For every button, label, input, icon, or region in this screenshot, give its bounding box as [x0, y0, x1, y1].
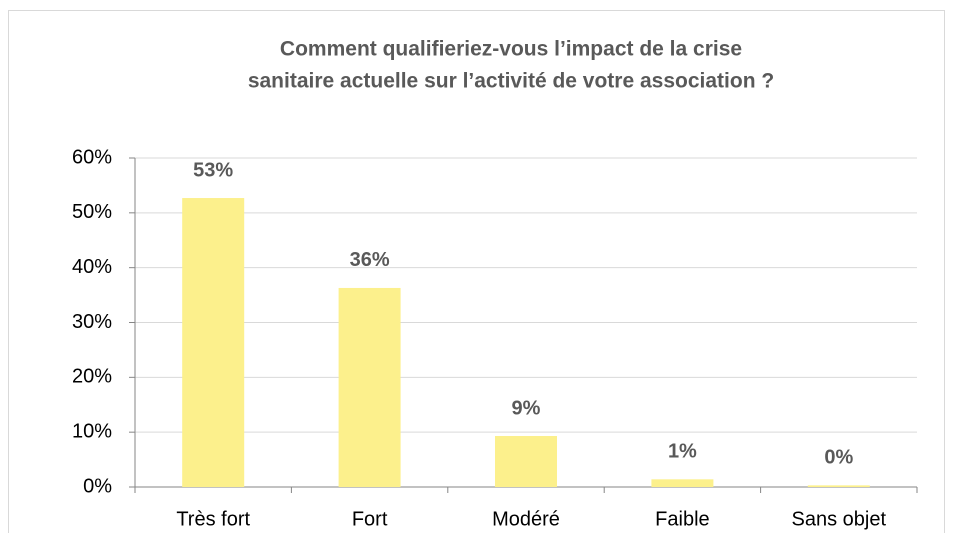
y-tick-label: 60% [72, 146, 112, 168]
x-tick-label: Modéré [492, 508, 560, 530]
bar [338, 287, 401, 487]
x-tick-label: Faible [655, 508, 709, 530]
bar [651, 479, 714, 487]
y-tick-label: 0% [83, 475, 112, 497]
y-tick-label: 30% [72, 311, 112, 333]
y-tick-label: 10% [72, 420, 112, 442]
chart-title: sanitaire actuelle sur l’activité de vot… [248, 70, 774, 93]
x-tick-label: Fort [352, 508, 388, 530]
x-tick-label: Sans objet [792, 508, 887, 530]
y-tick-label: 50% [72, 201, 112, 223]
y-tick-label: 20% [72, 366, 112, 388]
value-label: 0% [824, 447, 853, 469]
bar [495, 436, 557, 487]
y-tick-label: 40% [72, 256, 112, 278]
chart-border [8, 10, 945, 533]
value-label: 36% [350, 249, 390, 271]
x-tick-label: Très fort [176, 508, 250, 530]
value-label: 53% [193, 159, 233, 181]
value-label: 1% [668, 441, 697, 463]
value-label: 9% [512, 397, 541, 419]
bar [182, 198, 245, 488]
chart-title: Comment qualifieriez-vous l’impact de la… [280, 38, 742, 61]
bar [807, 485, 870, 487]
